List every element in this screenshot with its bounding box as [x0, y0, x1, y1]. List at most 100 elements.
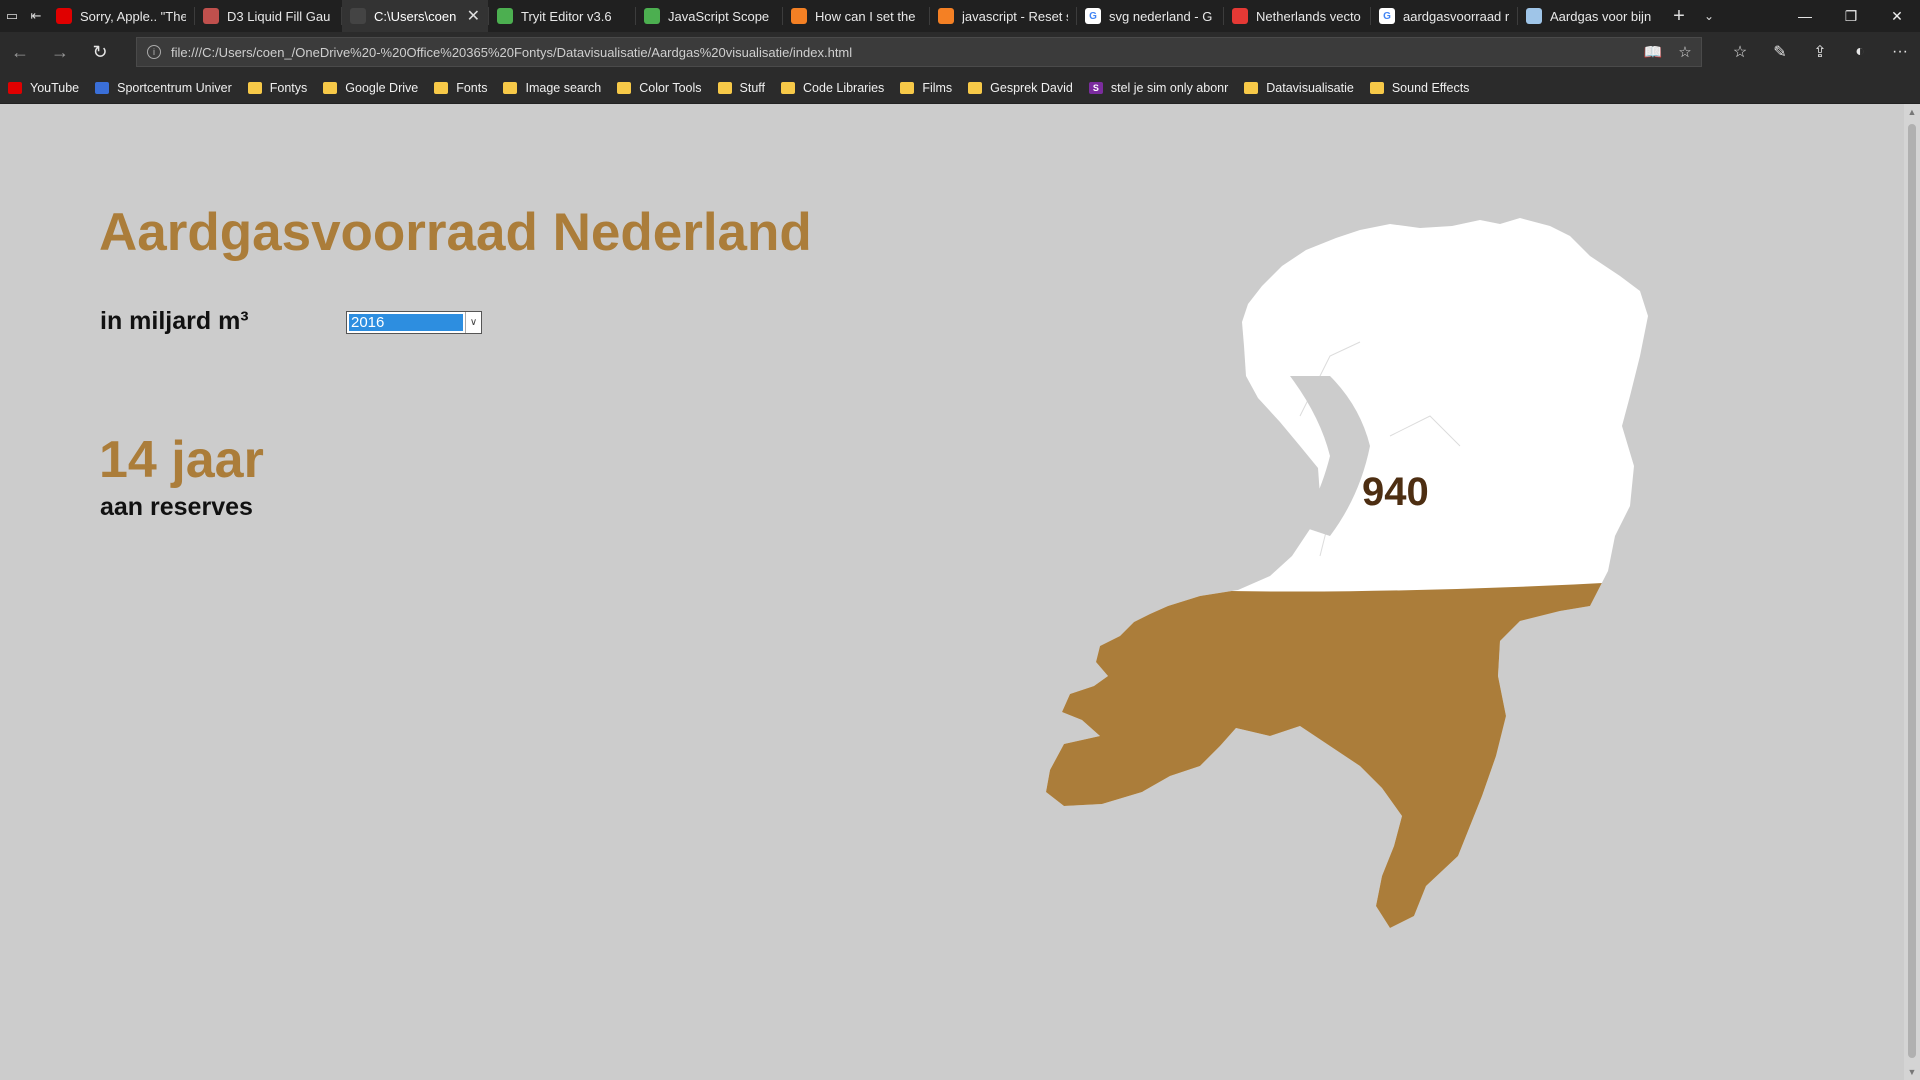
favorite-star-icon[interactable]: ☆: [1678, 44, 1692, 61]
tab-preview-chevron-icon[interactable]: ⌄: [1703, 9, 1715, 23]
scrollbar-thumb[interactable]: [1908, 124, 1916, 1058]
back-arrow-icon[interactable]: ←: [11, 41, 29, 62]
favorites-hub-icon[interactable]: ☆: [1732, 44, 1748, 61]
favorite-item[interactable]: Google Drive: [323, 81, 418, 95]
close-tab-icon[interactable]: ✕: [466, 8, 480, 25]
tab-label[interactable]: Netherlands vecto: [1256, 8, 1361, 24]
favorite-label[interactable]: Films: [922, 80, 953, 95]
scroll-up-icon[interactable]: ▲: [1907, 107, 1917, 117]
new-tab-button[interactable]: +: [1673, 4, 1685, 27]
google-icon: G: [1085, 8, 1101, 24]
browser-tab[interactable]: D3 Liquid Fill Gau: [195, 0, 341, 32]
favorite-item[interactable]: Fontys: [247, 80, 308, 95]
tab-label[interactable]: Tryit Editor v3.6: [521, 8, 612, 24]
page-title: Aardgasvoorraad Nederland: [99, 203, 812, 262]
favorite-label[interactable]: Code Libraries: [803, 80, 885, 95]
folder-icon: [323, 81, 338, 94]
folder-icon: [968, 81, 983, 94]
tab-label[interactable]: svg nederland - G: [1109, 8, 1213, 24]
browser-tab[interactable]: Netherlands vecto: [1224, 0, 1370, 32]
tab-label[interactable]: Sorry, Apple.. "The: [80, 8, 186, 24]
ijsselmeer-water: [1290, 376, 1370, 536]
address-bar[interactable]: i file:///C:/Users/coen_/OneDrive%20-%20…: [136, 37, 1702, 67]
favorite-item[interactable]: Fonts: [434, 81, 487, 95]
favorite-item[interactable]: YouTube: [8, 81, 79, 95]
tab-separator: [1517, 7, 1518, 25]
tab-label[interactable]: Aardgas voor bijn: [1550, 8, 1652, 24]
tab-label[interactable]: javascript - Reset s: [962, 8, 1068, 24]
favorite-label[interactable]: stel je sim only abonr: [1110, 80, 1229, 95]
tab-label[interactable]: D3 Liquid Fill Gau: [227, 8, 331, 24]
favorite-item[interactable]: Color Tools: [617, 80, 702, 95]
folder-icon: [247, 81, 262, 94]
netherlands-map-gauge: [1030, 116, 1670, 956]
chevron-down-icon[interactable]: ∨: [465, 312, 481, 333]
info-icon[interactable]: i: [147, 45, 161, 59]
browser-tab[interactable]: javascript - Reset s: [930, 0, 1076, 32]
browser-tab[interactable]: Tryit Editor v3.6: [489, 0, 635, 32]
favorite-label[interactable]: Sportcentrum Univer: [117, 80, 232, 95]
navigation-bar: ← → ↻ i file:///C:/Users/coen_/OneDrive%…: [0, 32, 1920, 72]
reading-view-icon[interactable]: 📖: [1643, 44, 1663, 61]
folder-icon: [434, 81, 449, 94]
favorite-item[interactable]: Datavisualisatie: [1244, 81, 1354, 95]
onenote-icon: S: [1088, 81, 1103, 94]
browser-tab[interactable]: Aardgas voor bijn: [1518, 0, 1664, 32]
folder-icon: [900, 81, 915, 94]
tab-label[interactable]: aardgasvoorraad r: [1403, 8, 1509, 24]
favorite-label[interactable]: Gesprek David: [990, 80, 1073, 95]
page-icon: [1526, 8, 1542, 24]
tab-separator: [1370, 7, 1371, 25]
extension-icon[interactable]: ◐: [1855, 43, 1865, 60]
favorite-item[interactable]: Code Libraries: [781, 81, 884, 95]
set-aside-tabs-icon[interactable]: ⇤: [30, 8, 42, 23]
favorite-label[interactable]: Color Tools: [639, 80, 702, 95]
favorite-item[interactable]: Stuff: [717, 80, 766, 95]
tab-label[interactable]: How can I set the: [815, 8, 916, 24]
favorite-item[interactable]: Sportcentrum Univer: [95, 81, 232, 95]
refresh-icon[interactable]: ↻: [92, 41, 108, 62]
close-window-icon[interactable]: ✕: [1891, 7, 1903, 24]
unit-label: in miljard m³: [100, 307, 249, 335]
favorite-label[interactable]: Sound Effects: [1391, 80, 1470, 95]
tab-actions-icon[interactable]: ▭: [5, 8, 19, 23]
browser-tab[interactable]: JavaScript Scope: [636, 0, 782, 32]
favorite-item[interactable]: Films: [900, 81, 952, 95]
vertical-scrollbar[interactable]: ▲ ▼: [1904, 104, 1920, 1080]
browser-tab[interactable]: C:\Users\coen ✕: [342, 0, 488, 32]
web-note-pen-icon[interactable]: ✎: [1773, 44, 1787, 61]
stackoverflow-icon: [938, 8, 954, 24]
folder-icon: [617, 81, 632, 94]
browser-tab[interactable]: How can I set the: [783, 0, 929, 32]
favorite-label[interactable]: Stuff: [739, 80, 766, 95]
favorite-label[interactable]: Fontys: [269, 80, 308, 95]
url-text[interactable]: file:///C:/Users/coen_/OneDrive%20-%20Of…: [171, 44, 853, 60]
more-options-icon[interactable]: ···: [1892, 43, 1908, 60]
favorite-label[interactable]: Datavisualisatie: [1266, 80, 1354, 95]
favorite-label[interactable]: Fonts: [456, 80, 488, 95]
scroll-down-icon[interactable]: ▼: [1907, 1067, 1917, 1077]
restore-icon[interactable]: ❐: [1844, 7, 1858, 24]
tab-label[interactable]: JavaScript Scope: [668, 8, 770, 24]
folder-icon: [503, 81, 518, 94]
favorite-item[interactable]: Gesprek David: [968, 81, 1073, 95]
browser-tab[interactable]: Sorry, Apple.. "The: [48, 0, 194, 32]
share-icon[interactable]: ⇪: [1813, 44, 1827, 61]
favorite-label[interactable]: YouTube: [30, 80, 80, 95]
favorite-item[interactable]: Sound Effects: [1369, 80, 1470, 95]
w3schools-icon: [644, 8, 660, 24]
map-gas-value: 940: [1362, 470, 1429, 514]
codepen-icon: [203, 8, 219, 24]
forward-arrow-icon[interactable]: →: [51, 41, 69, 62]
favorite-label[interactable]: Image search: [525, 80, 602, 95]
year-select-value[interactable]: 2016: [349, 314, 463, 331]
favorite-item[interactable]: Image search: [503, 81, 601, 95]
minimize-icon[interactable]: —: [1798, 8, 1812, 24]
folder-icon: [781, 81, 796, 94]
year-select[interactable]: 2016 ∨: [346, 311, 482, 334]
favorite-label[interactable]: Google Drive: [345, 80, 419, 95]
tab-label[interactable]: C:\Users\coen: [374, 8, 457, 24]
